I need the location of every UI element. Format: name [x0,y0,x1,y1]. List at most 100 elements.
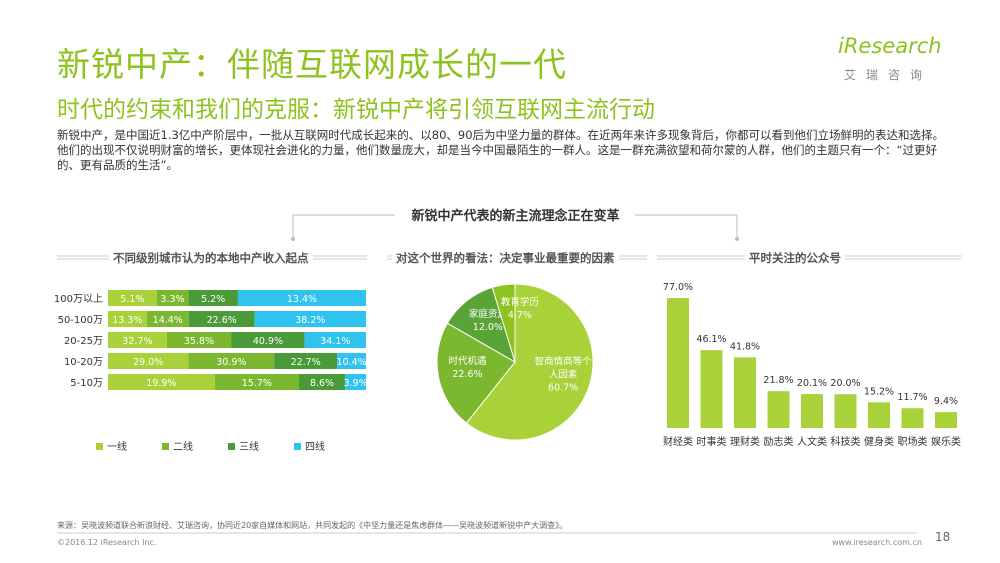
data-label: 3.9% [343,378,367,389]
data-label: 22.7% [291,357,321,368]
stacked-bar-chart: 100万以上 5.1% 3.3% 5.2% 13.4% 50-100万 13.3% 14.4%… [54,290,368,390]
center-bracket [291,214,739,241]
bar-category-label: 理财类 [730,435,760,448]
footer-url: www.iresearch.com.cn [832,538,922,547]
data-label: 19.9% [146,378,176,389]
legend-swatch-tier3 [228,443,235,450]
chart2-title: 对这个世界的看法：决定事业最重要的因素 [392,250,619,266]
legend-label-tier2: 二线 [173,442,193,453]
bar-segment [146,311,189,327]
slice-label: 家庭资源 [469,308,508,320]
data-label: 30.9% [216,357,246,368]
bar-segment [108,311,147,327]
category-label: 50-100万 [58,315,103,326]
bar-segment [214,374,299,390]
iresearch-logo: iResearch 艾瑞咨询 [838,34,948,84]
slice-value: 22.6% [452,369,482,380]
legend-label-tier4: 四线 [305,442,325,453]
slice-value: 4.7% [508,310,532,321]
bar-segment [304,332,366,348]
legend-item-tier1: 一线 [96,438,127,453]
bar-segment [108,290,157,306]
data-label: 38.2% [295,315,325,326]
data-label: 40.9% [253,336,283,347]
category-label: 10-20万 [64,357,103,368]
bar-segment [108,332,167,348]
bar-category-label: 职场类 [898,435,928,448]
data-label: 8.6% [310,378,334,389]
data-label: 35.8% [184,336,214,347]
pie-slice [491,283,516,363]
footer-copyright: ©2016.12 iResearch Inc. [57,538,157,547]
bar-segment [254,311,366,327]
bar [767,391,790,428]
bar-segment [188,290,238,306]
data-label: 13.4% [287,294,317,305]
data-label: 29.0% [133,357,163,368]
logo-cn-text: 艾瑞咨询 [844,68,933,82]
data-label: 5.1% [120,294,144,305]
bar-category-label: 娱乐类 [931,435,961,448]
page-subtitle: 时代的约束和我们的克服：新锐中产将引领互联网主流行动 [57,97,655,123]
intro-paragraph: 新锐中产，是中国近1.3亿中产阶层中，一批从互联网时代成长起来的、以80、90后… [57,128,945,172]
category-label: 100万以上 [54,293,103,305]
legend-swatch-tier4 [294,443,301,450]
bar [868,402,890,428]
bar-category-label: 健身类 [864,435,894,448]
bar-segment [274,353,338,369]
bar-value-label: 20.0% [830,378,860,389]
bar-category-label: 人文类 [797,435,827,448]
bar [700,350,723,428]
bar-category-label: 励志类 [764,435,794,448]
logo-wordmark: iResearch [838,34,942,58]
bar-segment [156,290,189,306]
category-label: 5-10万 [70,378,103,389]
data-label: 14.4% [153,315,183,326]
bar [801,394,823,428]
bar-value-label: 77.0% [663,282,693,293]
bar [935,412,957,428]
data-label: 3.3% [160,294,184,305]
bar-segment [188,353,275,369]
footer-source: 来源：吴晓波频道联合新浪财经、艾瑞咨询，协同近20家自媒体和网站，共同发起的《中… [57,521,568,530]
legend-item-tier4: 四线 [294,438,325,453]
pie-slice [465,283,594,441]
bar-value-label: 41.8% [730,341,760,352]
bar-segment [237,290,366,306]
bar-segment [231,332,305,348]
bar-segment [108,353,189,369]
bar-value-label: 46.1% [696,334,726,345]
bar-category-label: 科技类 [831,435,861,448]
footer-divider [57,532,917,534]
bar-segment [166,332,232,348]
legend-swatch-tier1 [96,443,103,450]
page-number: 18 [935,530,951,544]
data-label: 5.2% [201,294,225,305]
data-label: 32.7% [122,336,152,347]
legend-label-tier3: 三线 [239,442,259,453]
bar-value-label: 15.2% [864,386,894,397]
slice-label: 教育学历 [501,296,539,308]
bar-value-label: 21.8% [763,375,793,386]
data-label: 34.1% [320,336,350,347]
data-label: 13.3% [112,315,142,326]
pie-slice [436,322,516,424]
page-title: 新锐中产：伴随互联网成长的一代 [57,45,567,84]
bar-segment [298,374,346,390]
bar [834,394,857,428]
data-label: 22.6% [207,315,237,326]
legend-item-tier3: 三线 [228,438,259,453]
slice-label: 智商情商等个 [535,356,593,368]
slice-label: 人因素 [549,369,578,381]
slice-value: 12.0% [473,322,503,333]
category-label: 20-25万 [64,336,103,347]
data-label: 15.7% [242,378,272,389]
chart1-title: 不同级别城市认为的本地中产收入起点 [109,250,313,266]
legend-item-tier2: 二线 [162,438,193,453]
bar-category-label: 财经类 [663,435,693,448]
bar-segment [108,374,215,390]
data-label: 10.4% [336,357,366,368]
bar [667,298,689,428]
bar-segment [188,311,255,327]
